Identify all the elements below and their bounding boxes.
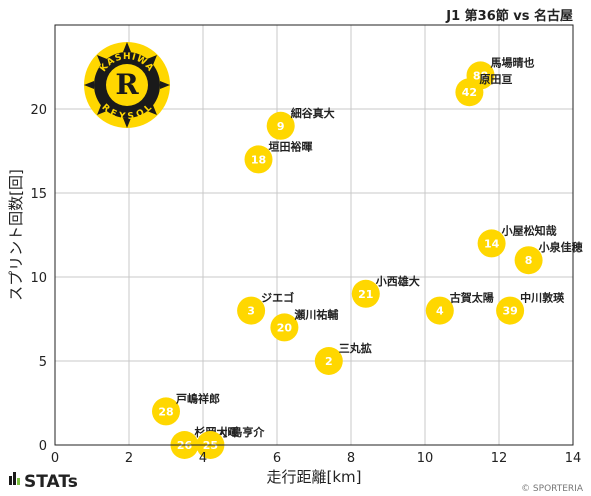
data-point-label: 原田亘 <box>479 73 512 86</box>
data-point-number: 18 <box>251 153 266 166</box>
data-point-number: 14 <box>484 237 500 250</box>
x-tick-label: 12 <box>491 451 508 466</box>
data-point-number: 39 <box>502 305 517 318</box>
y-tick-label: 0 <box>39 439 47 454</box>
data-point-label: 小西雄大 <box>375 274 420 288</box>
svg-text:R: R <box>115 68 139 101</box>
stats-logo-bar-1 <box>9 476 12 485</box>
data-point-marker <box>514 246 543 275</box>
data-point-number: 2 <box>325 355 333 368</box>
x-tick-label: 4 <box>199 451 207 466</box>
data-point-marker <box>152 397 180 426</box>
data-point-marker <box>314 347 343 375</box>
grid-layer <box>54 25 574 446</box>
data-point: 3 ジエゴ <box>237 291 294 325</box>
data-point-marker <box>477 229 506 258</box>
data-point-marker <box>496 296 525 325</box>
data-point-label: 小屋松知哉 <box>501 223 557 237</box>
data-point-label: 馬場晴也 <box>491 55 535 69</box>
x-tick-label: 8 <box>347 451 355 466</box>
data-point-number: 21 <box>358 288 373 301</box>
data-point-marker <box>425 296 454 325</box>
y-tick-label: 10 <box>30 271 47 286</box>
data-point-label: 古賀太陽 <box>450 291 494 305</box>
data-point-label: 三丸拡 <box>339 341 372 355</box>
y-tick-label: 20 <box>30 103 47 118</box>
x-tick-label: 10 <box>417 451 434 466</box>
data-point-number: 28 <box>158 405 173 418</box>
data-point-marker <box>270 313 299 342</box>
copyright-credit: © SPORTERIA <box>521 484 584 494</box>
stats-logo-bar-2 <box>13 472 16 485</box>
plot-frame <box>54 24 574 446</box>
data-point-number: 42 <box>462 86 477 99</box>
data-point-number: 20 <box>277 321 293 334</box>
y-tick-label: 15 <box>30 187 47 202</box>
data-point-label: 中川敦瑛 <box>520 291 565 305</box>
data-point-marker <box>244 145 273 174</box>
data-point-number: 88 <box>473 69 488 82</box>
data-point-marker <box>351 279 380 308</box>
y-tick-label: 5 <box>39 355 47 370</box>
tick-layer: 0 2 4 6 8 10 12 14 0 5 10 15 20 <box>30 103 581 466</box>
x-tick-label: 0 <box>51 451 59 466</box>
y-axis-title: スプリント回数[回] <box>7 169 25 301</box>
data-point-label: ジエゴ <box>261 291 294 305</box>
stats-logo: STATs <box>9 472 78 492</box>
data-point-marker <box>455 78 484 107</box>
x-tick-label: 2 <box>125 451 133 466</box>
club-logo: R KASHIWA REYSOL <box>84 42 170 128</box>
x-tick-label: 6 <box>273 451 281 466</box>
data-point-marker <box>237 296 266 325</box>
data-point-label: 瀬川祐輔 <box>294 307 338 321</box>
data-point-label: 小泉佳穂 <box>538 240 583 254</box>
data-point-number: 3 <box>247 305 255 318</box>
stats-logo-text: STATs <box>24 472 78 492</box>
points-layer: 88馬場晴也42原田亘9細谷真大18垣田裕暉14小屋松知哉8小泉佳穂21小西雄大… <box>152 55 583 459</box>
data-point-label: 垣田裕暉 <box>269 139 313 153</box>
data-point: 9 細谷真大 <box>266 106 335 140</box>
x-axis-title: 走行距離[km] <box>266 468 361 486</box>
data-point-marker <box>266 111 295 140</box>
data-point-number: 8 <box>525 254 533 267</box>
data-point-label: 小島亨介 <box>219 425 265 439</box>
data-point-number: 9 <box>277 120 285 133</box>
data-point: 4 古賀太陽 <box>425 291 494 325</box>
data-point: 8 小泉佳穂 <box>514 240 583 275</box>
data-point-label: 細谷真大 <box>291 106 335 120</box>
x-tick-label: 14 <box>565 451 582 466</box>
stats-logo-bar-3 <box>17 478 20 485</box>
data-point-number: 4 <box>436 305 444 318</box>
data-point: 2 三丸拡 <box>314 341 372 375</box>
data-point-label: 戸嶋祥郎 <box>176 391 220 405</box>
chart-title: J1 第36節 vs 名古屋 <box>445 8 573 24</box>
